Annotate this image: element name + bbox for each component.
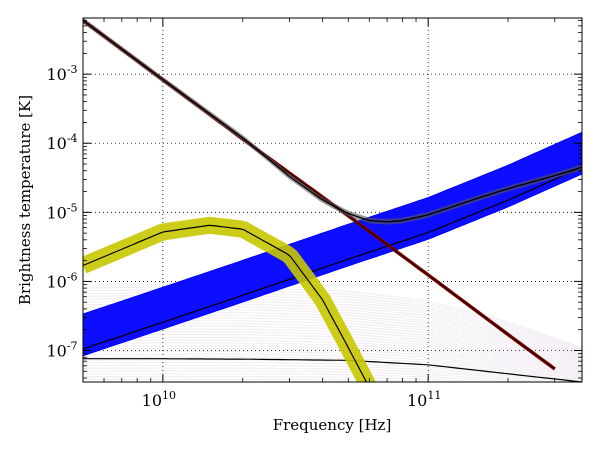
rising-band-center-line: [83, 166, 582, 350]
x-tick-label: 1011: [407, 389, 441, 410]
y-tick-label: 10-4: [46, 132, 77, 153]
plot-frame: [82, 17, 583, 383]
faint-band-curve: [83, 375, 493, 382]
faint-band-curve: [83, 367, 561, 382]
faint-band-curve: [83, 353, 582, 379]
y-axis-title: Brightness temperature [K]: [16, 95, 34, 305]
faint-band-curve: [83, 350, 582, 378]
faint-band-curve: [83, 373, 523, 382]
faint-band-curve: [83, 378, 449, 382]
faint-band-curve: [83, 364, 575, 382]
faint-band-center-line: [83, 358, 582, 382]
y-tick-label: 10-5: [46, 201, 77, 222]
x-tick-labels: 1010 1011: [142, 389, 442, 410]
tick-marks: [83, 18, 582, 382]
y-tick-labels: 10-7 10-6 10-5 10-4 10-3: [46, 63, 77, 360]
faint-band-curve: [83, 336, 582, 372]
rising-band-series: [83, 131, 582, 357]
y-tick-label: 10-3: [46, 63, 77, 84]
peaked-band-center-line: [83, 224, 368, 382]
faint-band-curve: [83, 345, 582, 376]
faint-band-curve: [83, 356, 582, 381]
x-axis-title: Frequency [Hz]: [273, 416, 392, 434]
faint-band-curve: [83, 347, 582, 377]
y-tick-label: 10-7: [46, 340, 77, 361]
series-layer: [83, 18, 582, 382]
peaked-band-series: [83, 216, 376, 382]
x-tick-label: 1010: [142, 389, 176, 410]
faint-band-curve: [83, 370, 544, 382]
rising-band-area: [83, 131, 582, 357]
faint-band-curve: [83, 381, 346, 382]
y-tick-label: 10-6: [46, 270, 77, 291]
faint-band-curve: [83, 339, 582, 373]
faint-band-curve: [83, 359, 582, 382]
faint-band-curve: [83, 342, 582, 374]
total-series: [83, 18, 582, 225]
total-center-line: [83, 19, 582, 223]
faint-band-curve: [83, 333, 582, 370]
